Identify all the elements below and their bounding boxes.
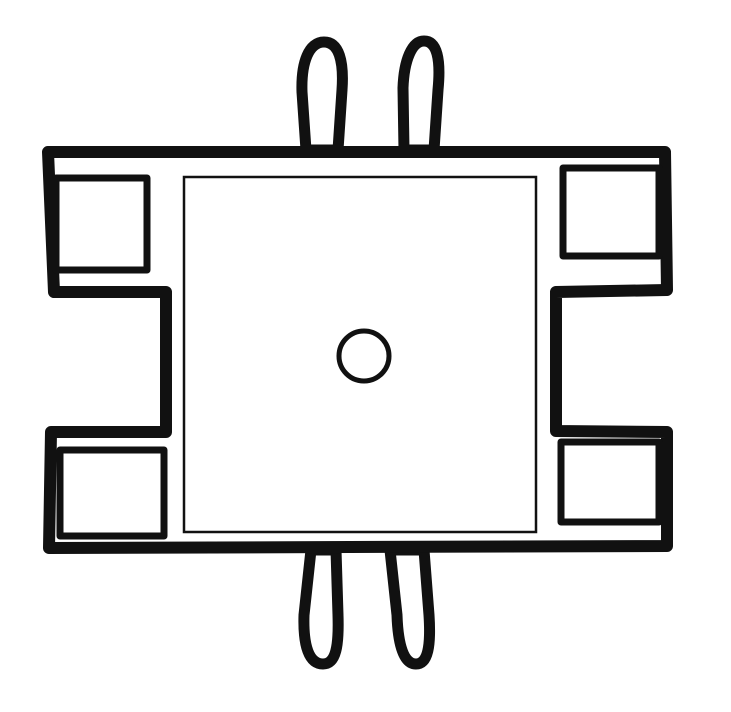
left-lower-pocket [56, 446, 168, 540]
top-left-tab [296, 36, 348, 156]
bottom-right-tab [384, 544, 436, 670]
center-hole [336, 328, 392, 384]
top-right-tab [397, 35, 445, 156]
right-upper-pocket [559, 164, 663, 260]
left-upper-pocket [52, 174, 151, 274]
right-lower-pocket [557, 438, 663, 526]
bottom-left-tab [298, 544, 344, 670]
